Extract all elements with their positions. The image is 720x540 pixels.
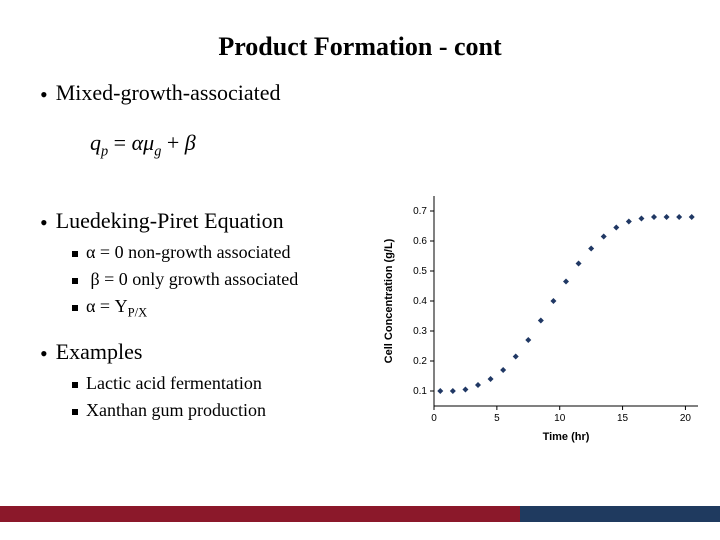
eq-mu: μ (143, 130, 154, 155)
svg-text:20: 20 (680, 413, 692, 424)
footer-right (520, 506, 720, 522)
subbullet-text: Xanthan gum production (86, 400, 266, 420)
footer-left (0, 506, 520, 522)
svg-text:0.5: 0.5 (413, 266, 427, 277)
bullet-text: Mixed-growth-associated (56, 80, 281, 105)
svg-text:10: 10 (554, 413, 566, 424)
slide: { "title": { "text": "Product Formation … (0, 0, 720, 540)
equation-qp: qp = αμg + β (90, 130, 720, 160)
eq-q: q (90, 130, 101, 155)
svg-text:0.1: 0.1 (413, 386, 427, 397)
bullet-mixed-growth: • Mixed-growth-associated (40, 80, 720, 108)
footer-bar (0, 506, 720, 522)
bullet-text: Examples (56, 339, 143, 364)
bullet-dot-icon: • (40, 341, 48, 367)
bullet-text: Luedeking-Piret Equation (56, 208, 284, 233)
eq-plus: + (161, 130, 184, 155)
square-bullet-icon (72, 409, 78, 415)
bullet-dot-icon: • (40, 82, 48, 108)
eq-beta: β (185, 130, 196, 155)
svg-text:0.2: 0.2 (413, 356, 427, 367)
svg-text:15: 15 (617, 413, 629, 424)
svg-text:0.6: 0.6 (413, 236, 427, 247)
eq-equals: = (108, 130, 131, 155)
bullet-dot-icon: • (40, 210, 48, 236)
square-bullet-icon (72, 382, 78, 388)
svg-text:0.7: 0.7 (413, 206, 427, 217)
square-bullet-icon (72, 278, 78, 284)
svg-text:5: 5 (494, 413, 500, 424)
square-bullet-icon (72, 305, 78, 311)
square-bullet-icon (72, 251, 78, 257)
eq-alpha: α (132, 130, 144, 155)
subbullet-text-sub: P/X (128, 306, 148, 320)
svg-text:0: 0 (431, 413, 437, 424)
slide-title: Product Formation - cont (0, 32, 720, 62)
subbullet-text: Lactic acid fermentation (86, 373, 262, 393)
subbullet-text-pre: α = Y (86, 296, 128, 316)
chart-svg: 0 5 10 15 20 0.1 0.2 0.3 0.4 0.5 0.6 0.7 Time (hr) Ce… (378, 186, 708, 446)
svg-text:0.4: 0.4 (413, 296, 427, 307)
y-axis-label: Cell Concentration (g/L) (383, 238, 395, 363)
cell-concentration-chart: 0 5 10 15 20 0.1 0.2 0.3 0.4 0.5 0.6 0.7 Time (hr) Ce… (378, 186, 708, 446)
svg-text:0.3: 0.3 (413, 326, 427, 337)
subbullet-text: β = 0 only growth associated (86, 269, 298, 289)
subbullet-text: α = 0 non-growth associated (86, 242, 291, 262)
x-axis-label: Time (hr) (543, 431, 590, 443)
